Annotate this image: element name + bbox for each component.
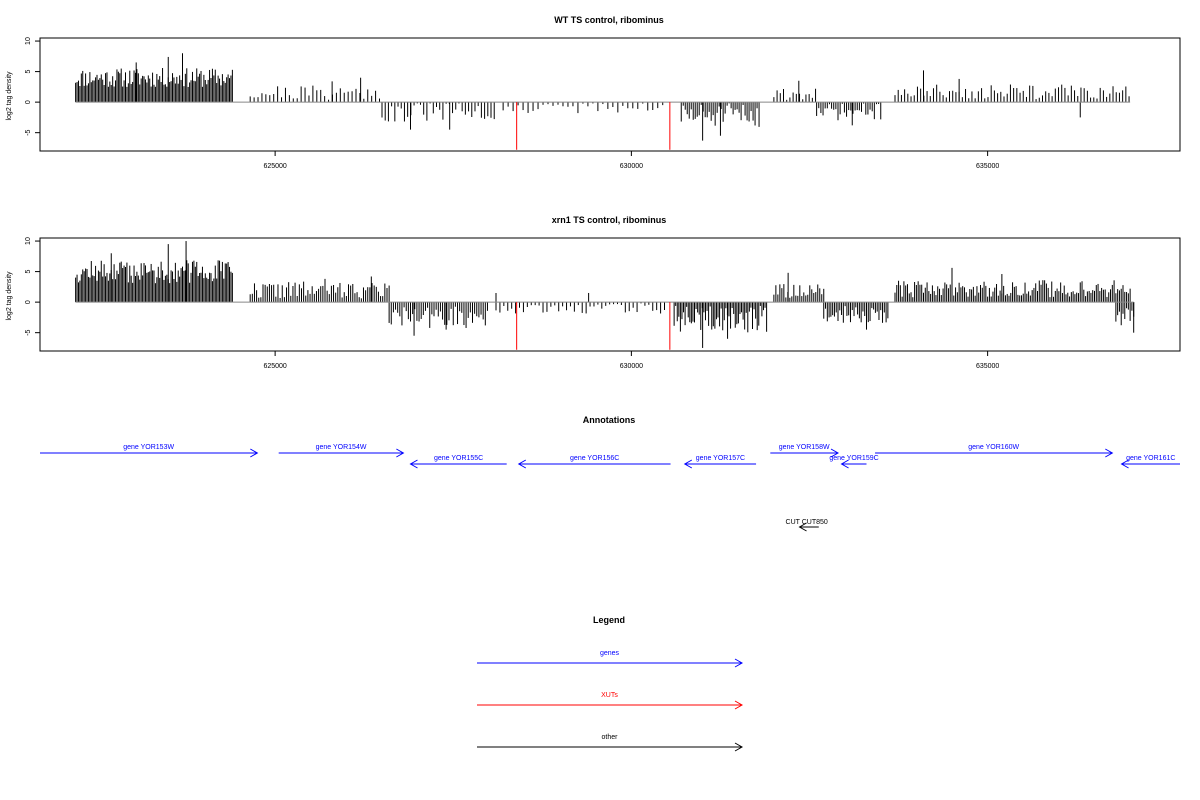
annotation-arrowhead [250, 448, 259, 458]
annotation-arrowhead [409, 459, 418, 469]
legend-item: other [477, 734, 744, 752]
legend-items: genes XUTs other [477, 650, 744, 752]
annotation-feature: gene YOR160W [875, 444, 1114, 458]
x-tick-label: 630000 [620, 163, 643, 170]
annotation-label: gene YOR157C [696, 455, 745, 462]
annotation-arrowhead [396, 448, 405, 458]
y-tick-label: 0 [25, 300, 32, 304]
annotation-arrowhead [1105, 448, 1114, 458]
y-tick-label: 10 [25, 37, 32, 45]
annotation-feature: gene YOR158W [770, 444, 840, 458]
xrn1-track-bars [75, 241, 1135, 348]
annotation-arrowhead [830, 448, 840, 458]
annotation-label: gene YOR155C [434, 455, 483, 462]
y-tick-label: 0 [25, 100, 32, 104]
x-tick-label: 630000 [620, 363, 643, 370]
xrn1-track-plot-frame [39, 237, 1181, 352]
xrn1-track-x-axis: 625000 630000 635000 [263, 351, 999, 370]
legend-arrowhead [734, 742, 744, 752]
annotation-label: gene YOR161C [1126, 455, 1175, 462]
annotation-label: gene YOR156C [570, 455, 619, 462]
annotation-label: gene YOR154W [316, 444, 367, 451]
annotation-feature: gene YOR159C [829, 455, 879, 469]
annotation-feature: gene YOR154W [278, 444, 405, 458]
x-tick-label: 625000 [263, 363, 286, 370]
wt-track-title: WT TS control, ribominus [554, 15, 664, 25]
annotations-panel: Annotations gene YOR153W gene YOR154Wgene… [40, 415, 1180, 532]
wt-track-ylabel: log2 tag density [6, 71, 13, 121]
xrn1-track-y-axis: 10 5 0 -5 [25, 237, 40, 336]
wt-track-panel: WT TS control, ribominus log2 tag densit… [6, 15, 1181, 170]
x-tick-label: 625000 [263, 163, 286, 170]
wt-track-bars [75, 53, 1130, 141]
annotation-arrowhead [683, 459, 693, 469]
annotations-title: Annotations [583, 415, 636, 425]
xrn1-track-ylabel: log2 tag density [6, 271, 13, 321]
legend-label: genes [600, 650, 620, 657]
legend-arrowhead [734, 658, 744, 668]
annotation-feature: gene YOR156C [517, 455, 671, 469]
annotation-label: gene YOR159C [829, 455, 878, 462]
legend-label: other [602, 734, 619, 741]
xrn1-track-highlights [516, 302, 671, 350]
wt-track-x-axis: 625000 630000 635000 [263, 151, 999, 170]
annotation-arrowhead [798, 522, 807, 532]
y-tick-label: 10 [25, 237, 32, 245]
x-tick-label: 635000 [976, 163, 999, 170]
annotation-label: gene YOR153W [123, 444, 174, 451]
wt-track-highlights [516, 102, 671, 150]
legend-item: XUTs [477, 692, 744, 710]
annotation-label: gene YOR158W [779, 444, 830, 451]
annotation-arrowhead [840, 459, 849, 469]
y-tick-label: 5 [25, 270, 32, 274]
annotation-feature: gene YOR157C [683, 455, 757, 469]
annotation-feature: gene YOR161C [1120, 455, 1180, 469]
legend-arrowhead [734, 700, 744, 710]
annotation-arrowhead [517, 459, 527, 469]
xrn1-track-panel: xrn1 TS control, ribominus log2 tag dens… [6, 215, 1181, 370]
y-tick-label: -5 [25, 329, 32, 335]
y-tick-label: 5 [25, 70, 32, 74]
xrn1-track-title: xrn1 TS control, ribominus [552, 215, 667, 225]
legend-label: XUTs [601, 692, 618, 699]
annotation-features: gene YOR153W gene YOR154W gene YOR155C gene… [40, 444, 1180, 532]
wt-track-plot-frame [39, 37, 1181, 152]
annotation-label: gene YOR160W [968, 444, 1019, 451]
legend: Legend genes XUTs other [477, 615, 744, 752]
annotation-label: CUT CUT850 [786, 519, 828, 526]
annotation-feature: gene YOR153W [40, 444, 259, 458]
y-tick-label: -5 [25, 129, 32, 135]
annotation-arrowhead [1120, 459, 1129, 469]
legend-title: Legend [593, 615, 625, 625]
annotation-feature: gene YOR155C [409, 455, 507, 469]
x-tick-label: 635000 [976, 363, 999, 370]
legend-item: genes [477, 650, 744, 668]
annotation-feature: CUT CUT850 [786, 519, 828, 532]
wt-track-y-axis: 10 5 0 -5 [25, 37, 40, 136]
